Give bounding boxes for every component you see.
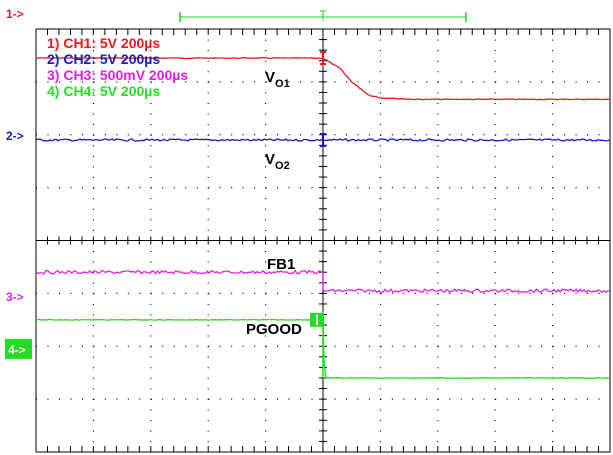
channel-marker-2: 2-> (6, 129, 24, 143)
label-fb1: FB1 (267, 256, 295, 273)
legend-entry-1: 1) CH1: 5V 200µs (47, 35, 160, 51)
label-pgood: PGOOD (246, 321, 302, 338)
channel-marker-1: 1-> (6, 7, 24, 21)
ch4-trigger-block-slot (316, 314, 318, 325)
legend-entry-3: 3) CH3: 500mV 200µs (47, 67, 188, 83)
channel-marker-4: 4-> (8, 343, 26, 357)
legend-entry-2: 2) CH2: 5V 200µs (47, 51, 160, 67)
legend-entry-4: 4) CH4: 5V 200µs (47, 83, 160, 99)
channel-markers: 1-> 2-> 3-> 4-> (5, 7, 32, 359)
label-vo1: VO1 (265, 69, 290, 90)
channel-marker-bg-4 (5, 338, 32, 359)
channel-marker-3: 3-> (6, 290, 24, 304)
traces (35, 51, 611, 379)
label-vo2: VO2 (265, 151, 290, 172)
